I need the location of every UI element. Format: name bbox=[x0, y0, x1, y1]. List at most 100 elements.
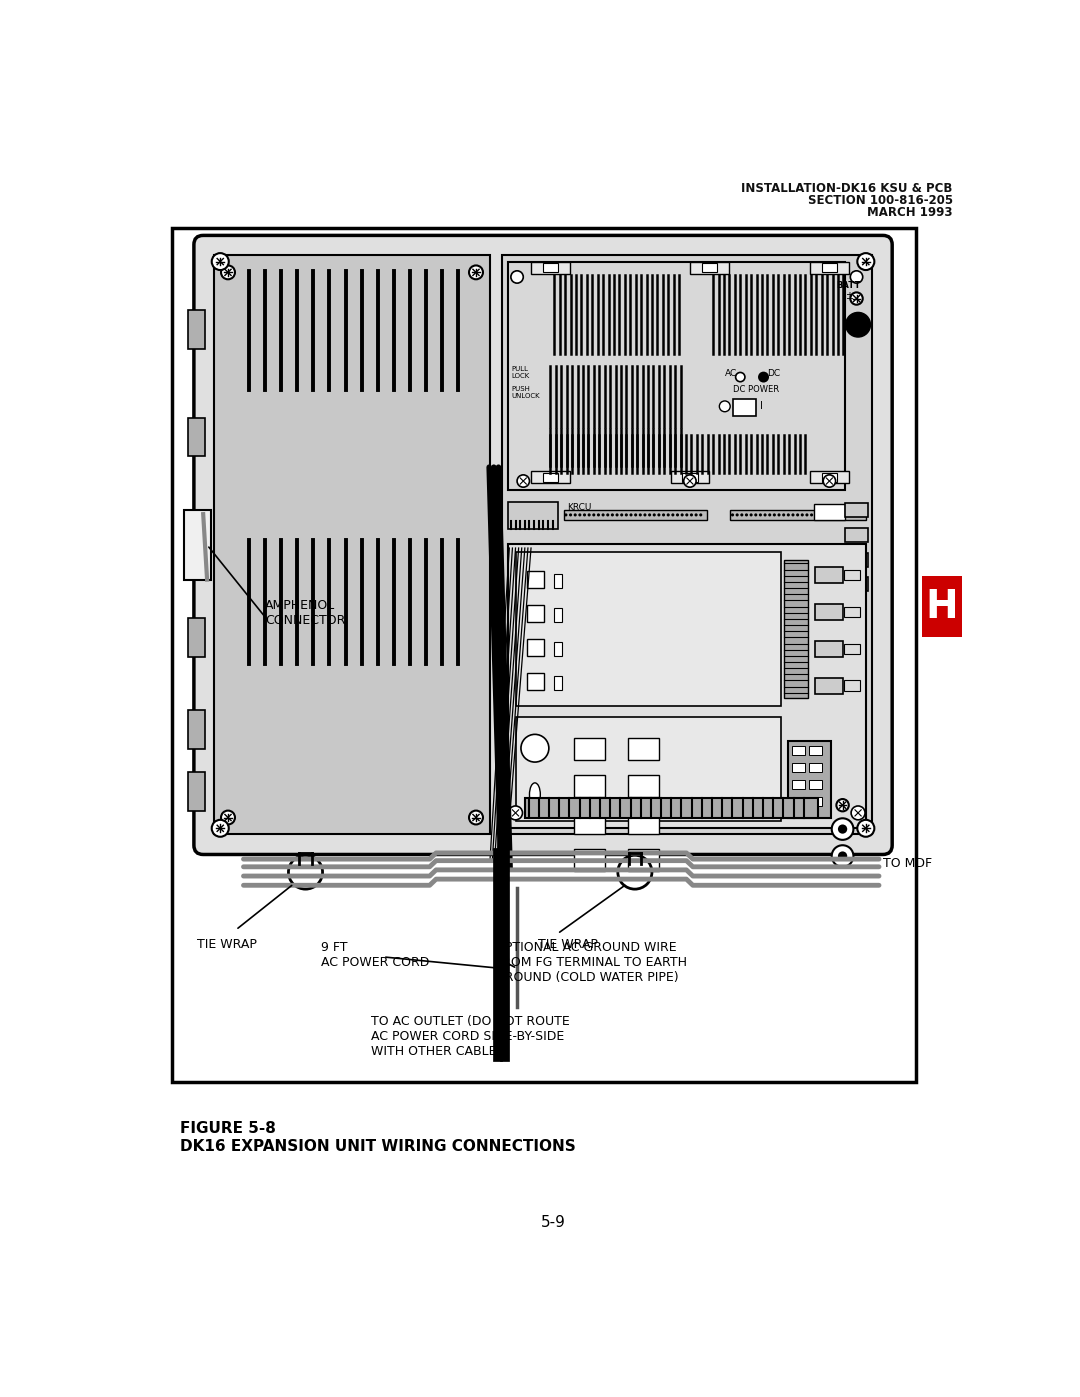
Bar bbox=[573, 812, 605, 834]
Bar bbox=[814, 504, 845, 520]
Circle shape bbox=[694, 513, 698, 517]
Circle shape bbox=[759, 513, 762, 517]
Circle shape bbox=[824, 513, 827, 517]
Circle shape bbox=[652, 513, 656, 517]
Bar bbox=[627, 738, 659, 760]
Bar bbox=[793, 746, 805, 756]
Bar bbox=[671, 471, 710, 483]
Text: TIE WRAP: TIE WRAP bbox=[197, 937, 257, 950]
Bar bbox=[845, 503, 868, 517]
Bar bbox=[810, 261, 849, 274]
Bar bbox=[845, 570, 860, 580]
Circle shape bbox=[658, 513, 661, 517]
Circle shape bbox=[662, 513, 665, 517]
Bar bbox=[542, 263, 558, 272]
Bar bbox=[554, 676, 562, 690]
Circle shape bbox=[764, 513, 767, 517]
Bar bbox=[784, 560, 808, 698]
Text: DK16 EXPANSION UNIT WIRING CONNECTIONS: DK16 EXPANSION UNIT WIRING CONNECTIONS bbox=[180, 1140, 576, 1154]
Text: TO MDF: TO MDF bbox=[882, 858, 932, 870]
Circle shape bbox=[565, 513, 567, 517]
Circle shape bbox=[699, 513, 702, 517]
Bar bbox=[531, 261, 570, 274]
Bar bbox=[732, 398, 756, 415]
Circle shape bbox=[786, 513, 789, 517]
Text: MARCH 1993: MARCH 1993 bbox=[867, 207, 953, 219]
Circle shape bbox=[597, 513, 600, 517]
Bar bbox=[573, 738, 605, 760]
Bar bbox=[627, 775, 659, 796]
Circle shape bbox=[676, 513, 679, 517]
Bar bbox=[554, 643, 562, 655]
Circle shape bbox=[836, 799, 849, 812]
Circle shape bbox=[740, 513, 743, 517]
Bar bbox=[188, 525, 205, 564]
Text: DC POWER: DC POWER bbox=[732, 384, 779, 394]
Bar bbox=[793, 780, 805, 789]
Bar bbox=[527, 571, 544, 588]
Circle shape bbox=[820, 513, 823, 517]
Bar bbox=[501, 256, 872, 834]
Circle shape bbox=[861, 513, 864, 517]
Bar bbox=[815, 605, 842, 620]
Bar bbox=[188, 617, 205, 657]
Circle shape bbox=[644, 513, 647, 517]
Text: H: H bbox=[926, 588, 958, 626]
Circle shape bbox=[810, 513, 813, 517]
Bar bbox=[690, 261, 729, 274]
Bar bbox=[564, 510, 707, 520]
Text: 5-9: 5-9 bbox=[541, 1215, 566, 1229]
Text: I: I bbox=[759, 401, 762, 411]
Bar bbox=[815, 567, 842, 583]
Bar bbox=[172, 228, 916, 1083]
Ellipse shape bbox=[529, 782, 540, 806]
Bar bbox=[188, 418, 205, 457]
Circle shape bbox=[573, 513, 577, 517]
FancyBboxPatch shape bbox=[194, 236, 892, 855]
Circle shape bbox=[469, 810, 483, 824]
Text: PULL
LOCK: PULL LOCK bbox=[511, 366, 529, 379]
Circle shape bbox=[851, 806, 865, 820]
Bar bbox=[822, 472, 837, 482]
Circle shape bbox=[690, 513, 693, 517]
Circle shape bbox=[842, 513, 846, 517]
Circle shape bbox=[846, 313, 870, 337]
Bar bbox=[573, 775, 605, 796]
Text: 9 FT
AC POWER CORD: 9 FT AC POWER CORD bbox=[321, 942, 430, 970]
Circle shape bbox=[616, 513, 619, 517]
Circle shape bbox=[768, 513, 771, 517]
Bar bbox=[730, 510, 866, 520]
Bar bbox=[527, 673, 544, 690]
Circle shape bbox=[759, 373, 768, 381]
Circle shape bbox=[806, 513, 809, 517]
Bar bbox=[515, 718, 781, 820]
Circle shape bbox=[814, 513, 818, 517]
Circle shape bbox=[469, 265, 483, 279]
Circle shape bbox=[858, 820, 875, 837]
Bar bbox=[809, 763, 822, 773]
Circle shape bbox=[509, 806, 523, 820]
Circle shape bbox=[800, 513, 804, 517]
Circle shape bbox=[638, 513, 642, 517]
Bar bbox=[815, 641, 842, 657]
Bar bbox=[683, 472, 698, 482]
Bar bbox=[508, 545, 866, 828]
Circle shape bbox=[221, 810, 235, 824]
Text: SECTION 100-816-205: SECTION 100-816-205 bbox=[808, 194, 953, 207]
Circle shape bbox=[212, 253, 229, 270]
Circle shape bbox=[856, 513, 860, 517]
Circle shape bbox=[850, 271, 863, 284]
Circle shape bbox=[792, 513, 795, 517]
Bar bbox=[554, 608, 562, 622]
Circle shape bbox=[592, 513, 595, 517]
Bar bbox=[845, 553, 868, 567]
Bar bbox=[508, 261, 845, 490]
Bar bbox=[793, 763, 805, 773]
Circle shape bbox=[611, 513, 613, 517]
Circle shape bbox=[838, 851, 847, 861]
Text: TIE WRAP: TIE WRAP bbox=[538, 937, 598, 950]
Bar bbox=[793, 796, 805, 806]
Text: FIGURE 5-8: FIGURE 5-8 bbox=[180, 1120, 275, 1136]
Circle shape bbox=[828, 513, 832, 517]
Bar bbox=[921, 576, 962, 637]
